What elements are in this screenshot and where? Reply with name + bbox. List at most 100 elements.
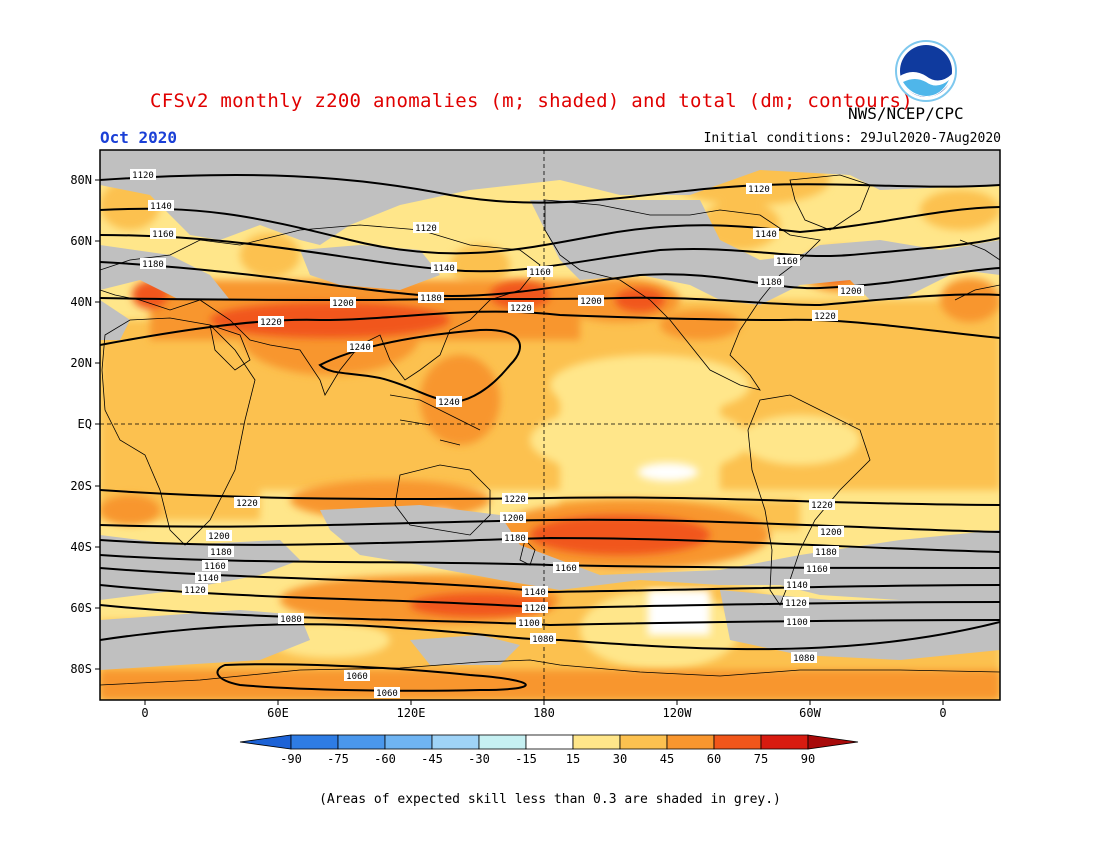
lon-label: 120W <box>662 706 692 720</box>
svg-text:1140: 1140 <box>524 588 546 598</box>
contour-label: 1180 <box>140 258 166 270</box>
svg-text:1180: 1180 <box>210 548 232 558</box>
lat-label: 80N <box>70 173 92 187</box>
svg-text:1200: 1200 <box>840 287 862 297</box>
svg-text:1220: 1220 <box>811 501 833 511</box>
svg-text:1140: 1140 <box>150 202 172 212</box>
svg-text:1180: 1180 <box>760 278 782 288</box>
contour-label: 1160 <box>774 255 800 267</box>
colorbar-label: 45 <box>659 752 675 766</box>
lon-label: 60W <box>799 706 821 720</box>
contour-label: 1080 <box>791 652 817 664</box>
contour-1100-south <box>100 604 1000 627</box>
greenland-outline <box>789 174 871 231</box>
svg-text:1100: 1100 <box>786 618 808 628</box>
contour-1140-south <box>100 567 1000 594</box>
colorbar-box <box>478 734 527 750</box>
australia-outline <box>394 464 491 536</box>
svg-text:1160: 1160 <box>806 565 828 575</box>
svg-text:1220: 1220 <box>814 312 836 322</box>
contour-label: 1160 <box>202 560 228 572</box>
contour-1200-north <box>100 293 1000 307</box>
north-america-outline <box>544 199 821 391</box>
contour-1160-south <box>100 554 1000 569</box>
contour-label: 1140 <box>522 586 548 598</box>
coastlines <box>100 174 1000 686</box>
contour-label: 1180 <box>758 276 784 288</box>
lat-label: 40S <box>70 540 92 554</box>
contour-label: 1140 <box>753 228 779 240</box>
arabia-outline <box>209 324 251 371</box>
south-america-outline <box>747 394 871 606</box>
lat-label: 80S <box>70 662 92 676</box>
contour-label: 1060 <box>344 670 370 682</box>
contour-label: 1120 <box>522 602 548 614</box>
lon-label: 180 <box>533 706 555 720</box>
svg-text:1240: 1240 <box>349 343 371 353</box>
contour-label: 1200 <box>578 295 604 307</box>
svg-text:1220: 1220 <box>236 499 258 509</box>
contour-label: 1160 <box>150 228 176 240</box>
colorbar-box <box>760 734 809 750</box>
colorbar-label: -30 <box>468 752 490 766</box>
noaa-logo <box>895 40 957 102</box>
colorbar-label: -90 <box>280 752 302 766</box>
colorbar-label: -60 <box>374 752 396 766</box>
colorbar-box <box>384 734 433 750</box>
colorbar-label: 15 <box>565 752 581 766</box>
lat-label: 40N <box>70 295 92 309</box>
contour-1180-north <box>100 261 1000 297</box>
contour-label: 1140 <box>195 572 221 584</box>
colorbar-box <box>431 734 480 750</box>
contour-label: 1060 <box>374 687 400 699</box>
colorbar-box <box>713 734 762 750</box>
contour-label: 1220 <box>258 316 284 328</box>
colorbar-label: 75 <box>753 752 769 766</box>
contour-1240-loop <box>318 328 521 404</box>
svg-text:1200: 1200 <box>208 532 230 542</box>
contour-label: 1200 <box>330 297 356 309</box>
colorbar-boxes <box>239 734 859 750</box>
contour-1180-south <box>100 536 1000 553</box>
height-contours <box>100 174 1000 692</box>
colorbar-label: -75 <box>327 752 349 766</box>
svg-text:1120: 1120 <box>184 586 206 596</box>
svg-text:1140: 1140 <box>755 230 777 240</box>
colorbar-box <box>290 734 339 750</box>
svg-text:1200: 1200 <box>580 297 602 307</box>
svg-text:1120: 1120 <box>524 604 546 614</box>
contour-1200-south <box>100 518 1000 533</box>
lon-label: 60E <box>267 706 289 720</box>
colorbar-box <box>572 734 621 750</box>
contour-label: 1100 <box>516 617 542 629</box>
svg-text:1240: 1240 <box>438 398 460 408</box>
contour-1120-south <box>100 584 1000 610</box>
colorbar-box <box>337 734 386 750</box>
antarctica-outline <box>100 659 1000 686</box>
contour-label: 1140 <box>431 262 457 274</box>
svg-text:1120: 1120 <box>748 185 770 195</box>
contour-label: 1160 <box>553 562 579 574</box>
contour-1120-north <box>100 174 1000 204</box>
svg-text:1140: 1140 <box>433 264 455 274</box>
contour-1080-south <box>100 621 1000 651</box>
skill-footnote: (Areas of expected skill less than 0.3 a… <box>319 792 781 807</box>
svg-text:1080: 1080 <box>280 615 302 625</box>
lon-label: 0 <box>141 706 149 720</box>
contour-label: 1080 <box>278 613 304 625</box>
contour-label: 1100 <box>784 616 810 628</box>
forecast-month: Oct 2020 <box>100 128 178 147</box>
contour-label: 1180 <box>813 546 839 558</box>
contour-label: 1120 <box>413 222 439 234</box>
svg-text:1120: 1120 <box>785 599 807 609</box>
axis-ticks <box>95 179 944 705</box>
contour-label: 1240 <box>347 341 373 353</box>
contour-label: 1160 <box>804 563 830 575</box>
contour-1140-north <box>100 206 1000 255</box>
contour-label: 1220 <box>812 310 838 322</box>
africa-outline <box>101 317 256 546</box>
svg-text:1160: 1160 <box>776 257 798 267</box>
colorbar-box <box>525 734 574 750</box>
svg-text:1180: 1180 <box>504 534 526 544</box>
